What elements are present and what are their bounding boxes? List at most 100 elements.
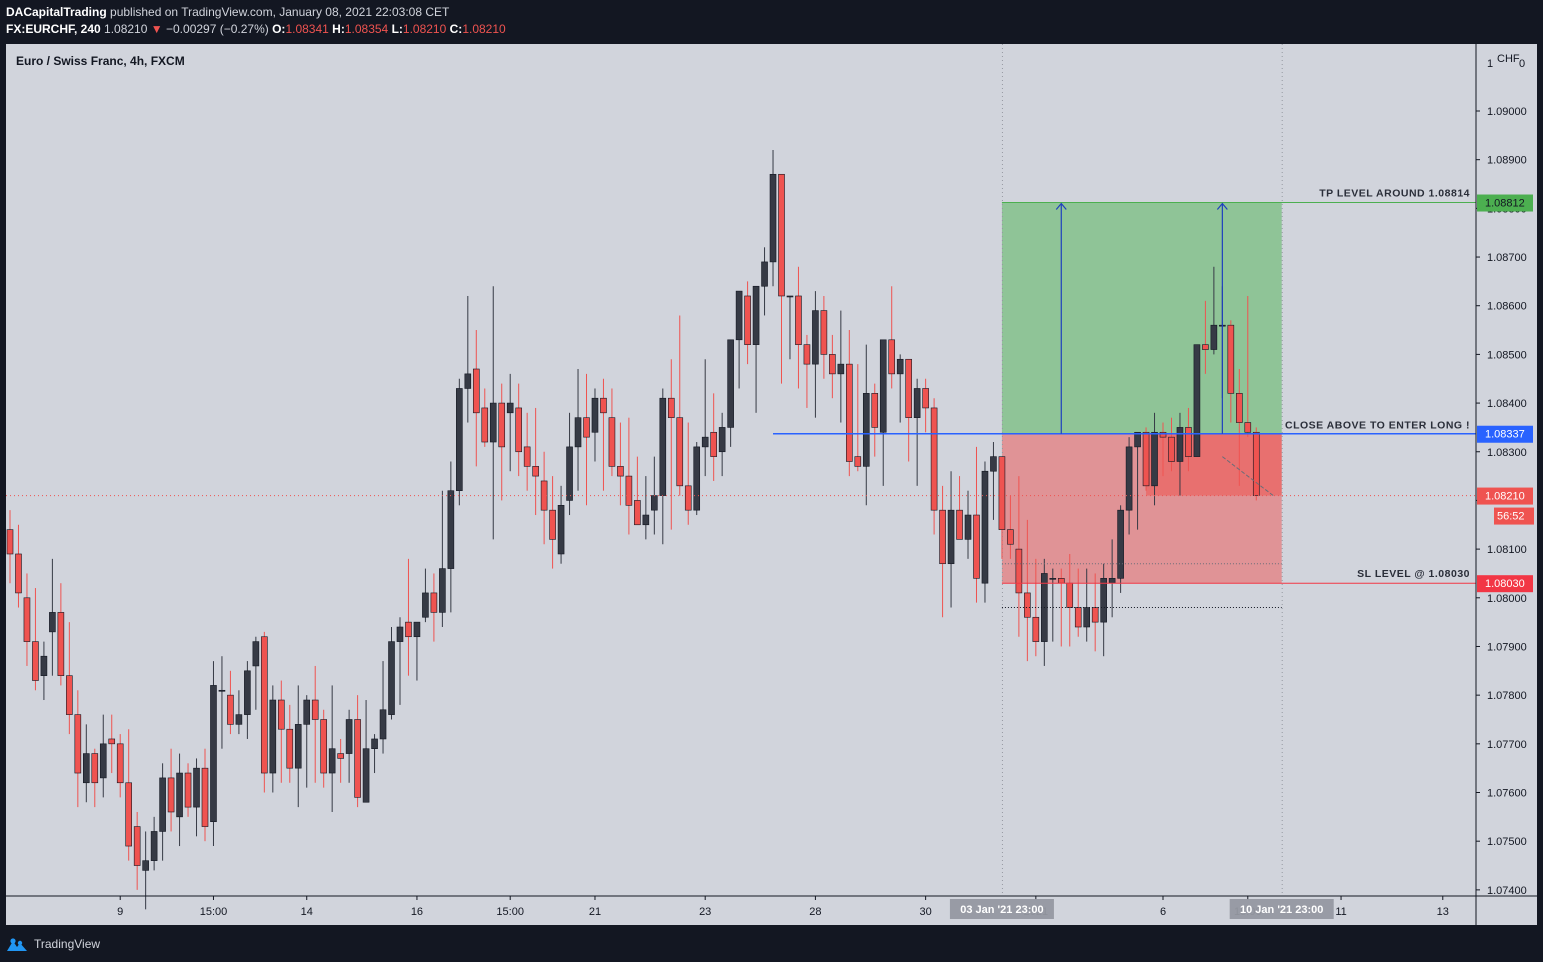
price-tick-label: 1.08300 — [1487, 447, 1527, 459]
candle-body — [922, 388, 929, 409]
candles — [6, 149, 1260, 910]
candle-body — [1193, 344, 1201, 457]
time-tick-label: 9 — [117, 906, 123, 918]
time-tick-label: 14 — [301, 906, 313, 918]
candle-body — [701, 436, 709, 448]
candle-body — [591, 397, 599, 433]
candle-body — [1108, 578, 1116, 584]
price-tick-label: 1.07600 — [1487, 788, 1527, 800]
candle-body — [557, 505, 565, 555]
price-change: −0.00297 (−0.27%) — [166, 22, 269, 36]
price-tags: 1.08812 1.08337 1.08210 56:52 1.08030 — [1477, 194, 1534, 593]
candle-body — [252, 641, 260, 667]
tp-label: TP LEVEL AROUND 1.08814 — [1319, 188, 1470, 200]
candle-body — [108, 738, 116, 745]
candle-body — [133, 826, 141, 866]
candle-body — [693, 446, 701, 511]
candle-body — [1074, 607, 1082, 628]
candle-body — [879, 339, 887, 433]
candle-body — [66, 675, 73, 715]
low-label: L: — [391, 22, 403, 36]
price-axis[interactable]: 1.07400 1.07500 1.07600 1.07700 1.07800 1.079… — [1476, 58, 1527, 897]
candle-body — [659, 397, 667, 496]
candle-body — [235, 714, 243, 725]
candle-body — [600, 397, 607, 414]
candle-body — [727, 339, 734, 428]
candle-body — [422, 592, 429, 618]
publish-info: published on TradingView.com, January 08… — [110, 5, 450, 19]
price-tick-label: 1.08400 — [1487, 398, 1527, 410]
time-tick-label: 23 — [699, 906, 711, 918]
tradingview-footer[interactable]: TradingView — [6, 933, 100, 955]
candle-body — [261, 636, 268, 774]
candle-body — [871, 393, 879, 428]
take-profit-zone — [1001, 202, 1282, 434]
candle-body — [981, 470, 989, 584]
time-tick-label: 11 — [1335, 906, 1346, 918]
candle-body — [939, 509, 946, 565]
candle-body — [540, 480, 548, 511]
candle-body — [1236, 393, 1243, 423]
time-tick-label: 28 — [809, 906, 821, 918]
candle-body — [447, 490, 455, 569]
candle-body — [930, 407, 938, 511]
candle-body — [337, 753, 344, 759]
candle-body — [57, 612, 65, 676]
candle-body — [15, 553, 22, 594]
candle-body — [1083, 607, 1091, 628]
candle-body — [303, 699, 311, 725]
candle-body — [506, 402, 514, 414]
candle-body — [769, 173, 777, 263]
price-tick-label-partial: 0 — [1519, 58, 1525, 70]
candle-body — [1151, 431, 1158, 487]
candle-body — [167, 777, 175, 813]
candle-body — [489, 402, 497, 443]
chart-title: Euro / Swiss Franc, 4h, FXCM — [16, 54, 185, 68]
countdown-tag-bg — [1494, 507, 1534, 525]
candle-body — [464, 373, 472, 389]
candle-body — [1049, 578, 1057, 580]
candle-body — [973, 514, 980, 579]
candle-body — [1091, 607, 1099, 623]
close-label: C: — [449, 22, 463, 36]
author-name[interactable]: DACapitalTrading — [6, 5, 107, 19]
candle-body — [328, 748, 336, 774]
candle-body — [964, 514, 972, 540]
candle-body — [676, 417, 684, 487]
symbol-label[interactable]: FX:EURCHF, 240 — [6, 22, 101, 36]
open-label: O: — [272, 22, 286, 36]
candle-body — [430, 592, 438, 613]
candle-body — [413, 621, 421, 638]
candle-body — [642, 514, 650, 526]
price-tick-label: 1.08100 — [1487, 544, 1527, 556]
candle-body — [837, 363, 845, 375]
candle-body — [532, 466, 539, 477]
time-axis[interactable]: 915:00141615:00212328302021615:00111303 … — [117, 896, 1449, 919]
candle-body — [379, 709, 387, 740]
candle-body — [371, 738, 378, 749]
candle-body — [23, 597, 31, 642]
candle-body — [125, 782, 132, 847]
drawing-overlay: TP LEVEL AROUND 1.08814 CLOSE ABOVE TO EN… — [6, 188, 1476, 609]
candle-body — [99, 743, 107, 779]
candle-body — [311, 699, 319, 720]
sl-price-tag-bg — [1477, 575, 1533, 593]
tradingview-brand: TradingView — [34, 937, 101, 951]
candle-body — [1057, 578, 1065, 584]
price-tick-label: 1.09000 — [1487, 106, 1527, 118]
candle-body — [396, 626, 404, 642]
time-tick-label: 21 — [589, 906, 601, 918]
date-tag-label: 10 Jan '21 23:00 — [1240, 904, 1323, 916]
date-tag-label: 03 Jan '21 23:00 — [960, 904, 1043, 916]
candle-body — [913, 388, 921, 418]
candle-body — [651, 495, 658, 511]
candle-body — [846, 363, 853, 462]
entry-label: CLOSE ABOVE TO ENTER LONG ! — [1285, 420, 1470, 432]
price-tick-label: 1.08900 — [1487, 155, 1527, 167]
candle-body — [947, 509, 955, 565]
tp-price-tag-bg — [1477, 194, 1533, 212]
position-zones — [1001, 202, 1282, 584]
candle-body — [888, 339, 896, 375]
candle-body — [820, 310, 828, 355]
